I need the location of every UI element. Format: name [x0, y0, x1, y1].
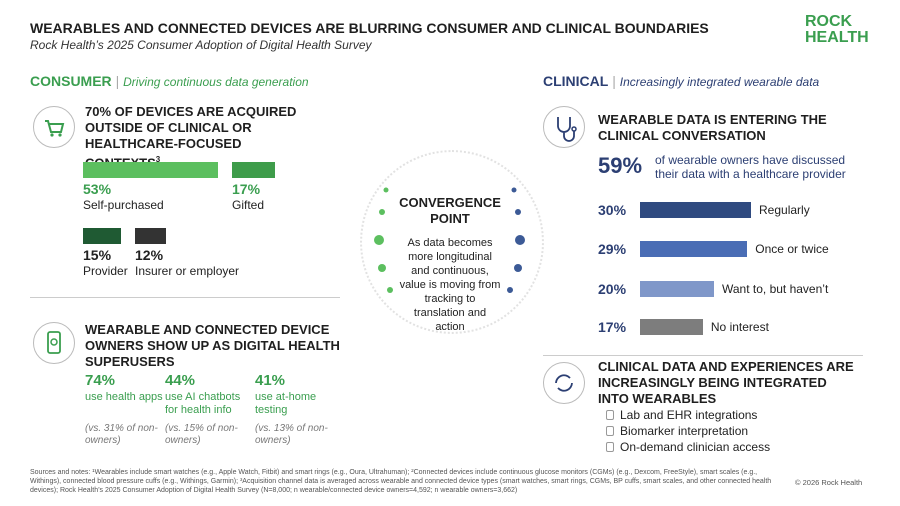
percent-label: 17% — [232, 181, 261, 197]
acquisition-title-text: 70% OF DEVICES ARE ACQUIRED OUTSIDE OF C… — [85, 104, 297, 170]
bullet — [606, 410, 614, 420]
stat-comparison: (vs. 13% of non-owners) — [255, 423, 328, 446]
clinical-tagline: Increasingly integrated wearable data — [619, 75, 820, 89]
bar-label: Insurer or employer — [135, 264, 240, 278]
superusers-title: WEARABLE AND CONNECTED DEVICE OWNERS SHO… — [85, 322, 340, 369]
convergence-text: As data becomes more longitudinal and co… — [399, 237, 501, 333]
convergence-circle — [360, 150, 544, 334]
bar — [640, 241, 748, 257]
bar — [232, 162, 276, 178]
clinical-header: CLINICAL | Increasingly integrated weara… — [543, 73, 820, 89]
stat-value: 74% — [85, 372, 116, 389]
bar-label: Gifted — [232, 198, 265, 212]
bullet — [606, 442, 614, 452]
bar — [135, 228, 166, 244]
phone-icon — [33, 322, 75, 364]
convergence-dots — [374, 187, 525, 293]
bar — [83, 162, 219, 178]
clinical-label: CLINICAL — [543, 73, 609, 89]
bar-label: Self-purchased — [83, 198, 164, 212]
title: WEARABLES AND CONNECTED DEVICES ARE BLUR… — [30, 20, 709, 36]
integration-item: Biomarker interpretation — [620, 424, 749, 438]
sync-icon — [543, 362, 585, 404]
stat-text: use at-home testing — [255, 391, 317, 416]
bar — [640, 202, 751, 218]
percent-label: 29% — [598, 241, 627, 257]
logo: ROCK HEALTH — [805, 14, 869, 46]
bar-label: Regularly — [759, 203, 810, 217]
logo-top: ROCK — [805, 13, 853, 30]
percent-label: 15% — [83, 247, 112, 263]
percent-label: 53% — [83, 181, 112, 197]
bullet — [606, 426, 614, 436]
note-ref: 3 — [155, 155, 161, 164]
bar-label: Provider — [83, 264, 128, 278]
stat-comparison: (vs. 31% of non-owners) — [85, 423, 158, 446]
consumer-header: CONSUMER | Driving continuous data gener… — [30, 73, 309, 89]
stat-text: use AI chatbots for health info — [165, 391, 241, 416]
integration-item: On-demand clinician access — [620, 440, 771, 454]
copyright: © 2026 Rock Health — [795, 478, 863, 487]
consumer-tagline: Driving continuous data generation — [123, 75, 309, 89]
integration-title: CLINICAL DATA AND EXPERIENCES ARE INCREA… — [598, 359, 854, 406]
integration-item: Lab and EHR integrations — [620, 408, 758, 422]
bar — [640, 281, 714, 297]
stethoscope-icon — [543, 106, 585, 148]
conversation-title: WEARABLE DATA IS ENTERING THE CLINICAL C… — [598, 112, 827, 143]
percent-label: 12% — [135, 247, 164, 263]
highlight-text: of wearable owners have discussed their … — [655, 153, 846, 181]
logo-bottom: HEALTH — [805, 29, 869, 46]
percent-label: 17% — [598, 319, 627, 335]
subtitle: Rock Health’s 2025 Consumer Adoption of … — [30, 38, 372, 52]
cart-icon — [33, 106, 75, 148]
highlight: 59% — [598, 153, 643, 178]
bar-label: Want to, but haven’t — [722, 282, 829, 296]
stat-text: use health apps — [85, 391, 163, 403]
bar-label: Once or twice — [755, 242, 829, 256]
convergence-title: CONVERGENCE POINT — [399, 195, 501, 226]
bar — [83, 228, 122, 244]
percent-label: 30% — [598, 202, 627, 218]
divider — [30, 297, 340, 298]
bar-label: No interest — [710, 320, 769, 334]
consumer-label: CONSUMER — [30, 73, 112, 89]
divider — [543, 355, 863, 356]
stat-comparison: (vs. 15% of non-owners) — [165, 423, 238, 446]
stat-value: 41% — [255, 372, 286, 389]
stat-value: 44% — [165, 372, 196, 389]
bar — [640, 319, 703, 335]
footnote: Sources and notes: ¹Wearables include sm… — [30, 469, 772, 494]
percent-label: 20% — [598, 281, 627, 297]
